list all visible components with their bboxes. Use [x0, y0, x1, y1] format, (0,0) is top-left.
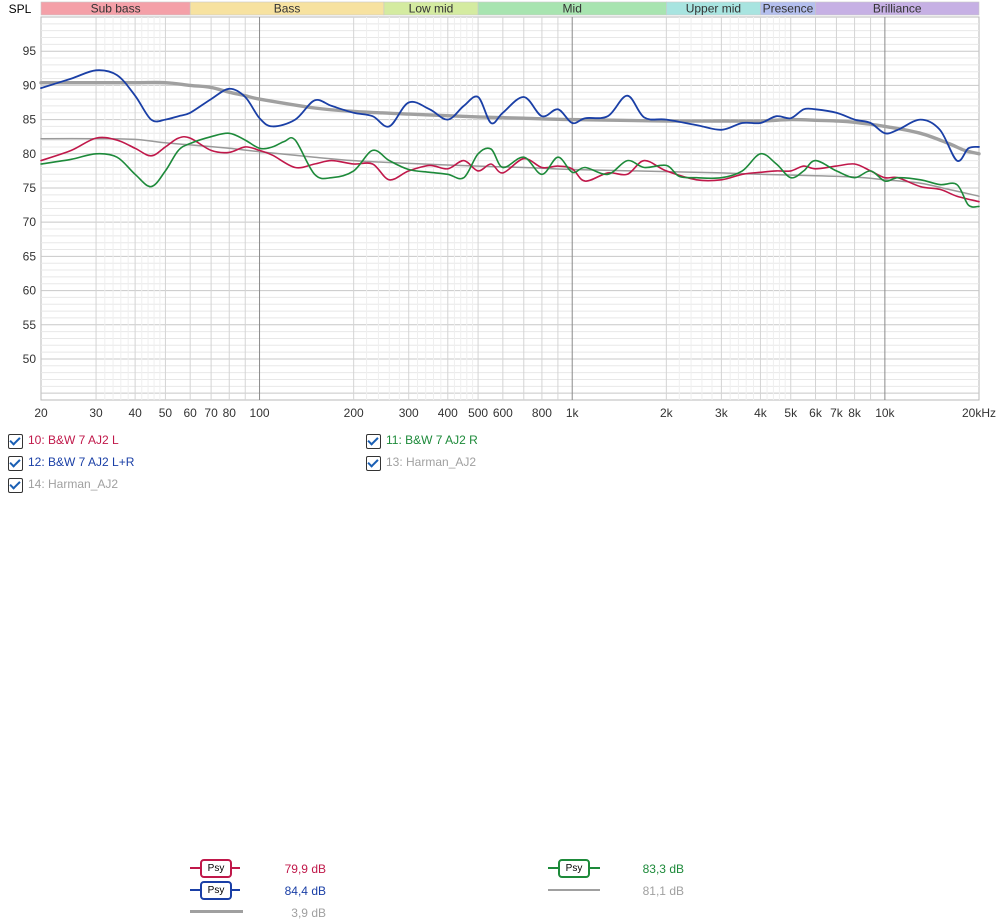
x-tick-label: 7k [830, 406, 844, 420]
legend-value: 81,1 dB [642, 884, 684, 898]
legend-label: 11: B&W 7 AJ2 R [386, 433, 478, 447]
psy-button[interactable]: Psy [200, 881, 232, 900]
x-tick-label: 80 [223, 406, 237, 420]
y-tick-label: 90 [23, 78, 37, 92]
band-label: Mid [563, 2, 582, 16]
frequency-bands: Sub bass Bass Low mid Mid Upper mid Presence B… [40, 1, 980, 16]
psy-button[interactable]: Psy [558, 859, 590, 878]
legend-value: 84,4 dB [284, 884, 326, 898]
x-tick-label: 10k [875, 406, 895, 420]
series-lines [39, 69, 981, 208]
series-line-1 [40, 69, 980, 162]
y-tick-label: 70 [23, 215, 37, 229]
y-tick-label: 50 [23, 352, 37, 366]
y-tick-label: 85 [23, 113, 37, 127]
series-10-checkbox[interactable] [8, 434, 23, 449]
series-14-checkbox[interactable] [8, 478, 23, 493]
grid-lines [40, 16, 980, 401]
x-tick-label: 20 [34, 406, 48, 420]
legend-line [190, 910, 243, 913]
x-tick-label: 8k [848, 406, 862, 420]
legend-value: 79,9 dB [284, 862, 326, 876]
legend-label: 13: Harman_AJ2 [386, 455, 477, 469]
x-tick-label: 70 [204, 406, 218, 420]
y-axis-label: SPL [9, 2, 32, 16]
band-label: Sub bass [91, 2, 141, 16]
y-tick-label: 95 [23, 44, 37, 58]
series-line-0 [40, 135, 980, 203]
x-tick-label: 60 [184, 406, 198, 420]
legend-label: 14: Harman_AJ2 [28, 477, 119, 491]
band-label: Presence [763, 2, 814, 16]
x-tick-label: 40 [128, 406, 142, 420]
y-tick-label: 80 [23, 147, 37, 161]
y-tick-label: 55 [23, 318, 37, 332]
x-tick-label: 1k [566, 406, 580, 420]
band-6 [815, 1, 980, 16]
y-tick-label: 75 [23, 181, 37, 195]
psy-button[interactable]: Psy [200, 859, 232, 878]
x-tick-label: 20kHz [962, 406, 996, 420]
x-tick-label: 400 [438, 406, 458, 420]
x-tick-label: 5k [784, 406, 798, 420]
legend-value: 3,9 dB [291, 906, 326, 920]
x-tick-label: 800 [532, 406, 552, 420]
series-12-checkbox[interactable] [8, 456, 23, 471]
band-label: Bass [274, 2, 301, 16]
x-tick-label: 500 [468, 406, 488, 420]
legend-label: 10: B&W 7 AJ2 L [28, 433, 119, 447]
band-label: Upper mid [686, 2, 741, 16]
band-label: Brilliance [873, 2, 922, 16]
legend: 10: B&W 7 AJ2 L Psy 79,9 dB 12: B&W 7 AJ… [0, 428, 1000, 920]
y-tick-label: 65 [23, 249, 37, 263]
series-13-checkbox[interactable] [366, 456, 381, 471]
legend-line [548, 889, 600, 891]
x-tick-labels: 20 30 40 50 60 70 80 100 200 300 400 500 600 800 1k 2k 3… [34, 406, 996, 420]
y-tick-label: 60 [23, 284, 37, 298]
band-label: Low mid [409, 2, 454, 16]
x-tick-label: 30 [89, 406, 103, 420]
frequency-response-chart: SPL Sub bass Bass Low mid Mid Upper mid Prese… [9, 1, 996, 421]
legend-value: 83,3 dB [642, 862, 684, 876]
x-tick-label: 50 [159, 406, 173, 420]
y-tick-labels: 50 55 60 65 70 75 80 85 90 95 [23, 44, 37, 366]
x-tick-label: 100 [250, 406, 270, 420]
x-tick-label: 200 [344, 406, 364, 420]
x-tick-label: 3k [715, 406, 729, 420]
x-tick-label: 600 [493, 406, 513, 420]
x-tick-label: 2k [660, 406, 674, 420]
x-tick-label: 300 [399, 406, 419, 420]
legend-label: 12: B&W 7 AJ2 L+R [28, 455, 135, 469]
x-tick-label: 6k [809, 406, 823, 420]
series-11-checkbox[interactable] [366, 434, 381, 449]
series-line-2 [40, 132, 980, 208]
x-tick-label: 4k [754, 406, 768, 420]
